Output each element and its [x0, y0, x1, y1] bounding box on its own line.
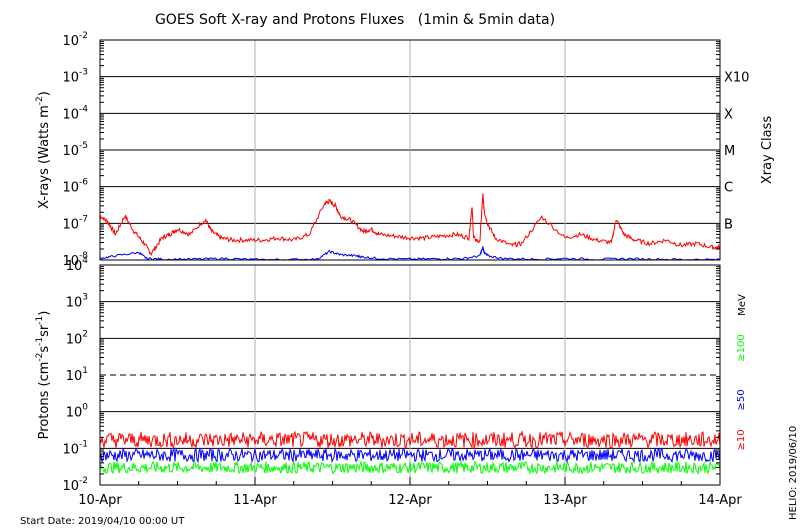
xray-class-label: B [724, 217, 733, 232]
xray-series-blue [99, 245, 721, 261]
xray-day-gridlines [254, 40, 566, 260]
proton-series-green [99, 459, 721, 475]
xray-plot-frame [99, 39, 721, 261]
xray-series-red [99, 193, 721, 257]
proton-y-tick-label: 104 [66, 256, 89, 274]
proton-y-tick-label: 10-2 [62, 476, 88, 494]
proton-x-ticks: 10-Apr 11-Apr 12-Apr 13-Apr 14-Apr [78, 477, 742, 508]
proton-legend-green: ≥100 [736, 334, 747, 361]
x-tick-label: 14-Apr [698, 493, 742, 508]
xray-y-axis-label: X-rays (Watts m-2) [35, 91, 52, 209]
xray-class-axis-label: Xray Class [760, 116, 775, 184]
xray-class-labels: B C M X X10 [724, 71, 749, 233]
proton-y-tick-label: 10-1 [62, 439, 88, 457]
xray-y-tick-label: 10-2 [62, 31, 88, 49]
proton-legend-red: ≥10 [736, 429, 747, 450]
proton-panel: 10-2 10-1 100 101 102 103 104 10-Apr 11-Apr 12-A… [35, 256, 748, 508]
x-tick-label: 11-Apr [233, 493, 277, 508]
proton-y-tick-label: 103 [66, 293, 88, 311]
proton-series-red [99, 429, 721, 450]
x-tick-label: 13-Apr [543, 493, 587, 508]
xray-series-group [99, 193, 721, 261]
footer-start-date: Start Date: 2019/04/10 00:00 UT [20, 516, 185, 527]
proton-y-tick-label: 100 [66, 403, 89, 421]
side-credit: HELIO: 2019/06/10 [788, 426, 799, 520]
proton-legend: ≥10 ≥50 ≥100 [736, 334, 747, 450]
x-tick-label: 12-Apr [388, 493, 432, 508]
xray-class-label: X10 [724, 71, 749, 86]
xray-class-label: C [724, 181, 733, 196]
proton-legend-blue: ≥50 [736, 389, 747, 410]
xray-y-tick-label: 10-6 [62, 178, 88, 196]
xray-y-tick-label: 10-3 [62, 68, 88, 86]
xray-class-label: X [724, 107, 733, 122]
proton-day-gridlines [254, 265, 566, 485]
proton-series-group [99, 429, 721, 475]
xray-y-tick-label: 10-7 [62, 214, 88, 232]
proton-y-tick-label: 101 [66, 366, 88, 384]
proton-series-blue [99, 446, 721, 464]
xray-y-tick-label: 10-5 [62, 141, 88, 159]
proton-y-axis-label: Protons (cm-2s-1sr-1) [35, 311, 52, 440]
xray-y-tick-label: 10-4 [62, 104, 88, 122]
proton-unit-label: MeV [737, 294, 748, 316]
xray-class-label: M [724, 144, 735, 159]
x-tick-label: 10-Apr [78, 493, 122, 508]
chart-title: GOES Soft X-ray and Protons Fluxes (1min… [155, 12, 555, 28]
proton-y-tick-label: 102 [66, 329, 88, 347]
